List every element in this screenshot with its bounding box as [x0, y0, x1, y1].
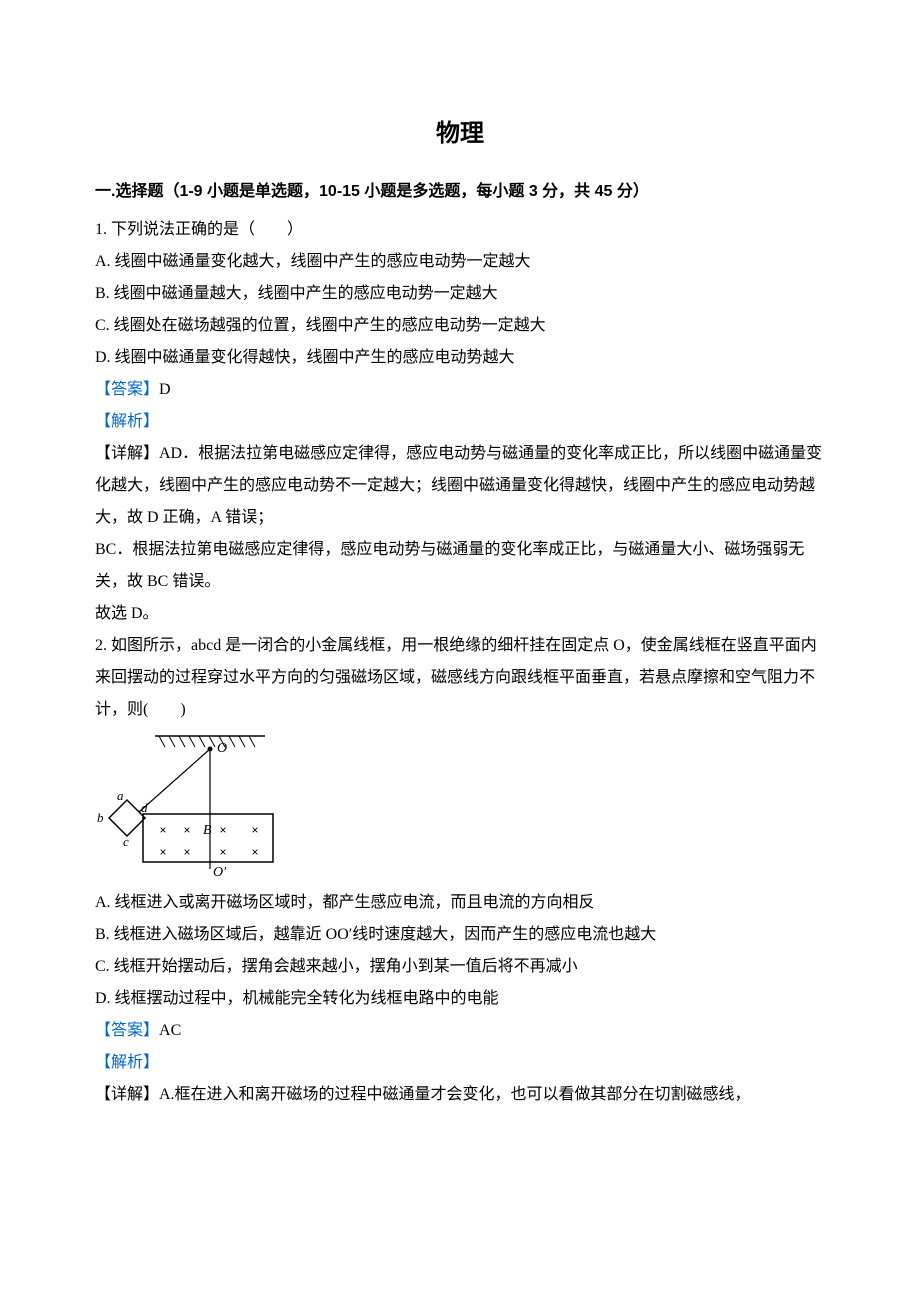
svg-text:B: B [203, 823, 212, 838]
svg-text:d: d [141, 800, 148, 815]
svg-text:b: b [97, 810, 104, 825]
answer-value: D [159, 381, 171, 398]
q2-stem: 2. 如图所示，abcd 是一闭合的小金属线框，用一根绝缘的细杆挂在固定点 O，… [95, 630, 825, 726]
q1-detail-2: BC．根据法拉第电磁感应定律得，感应电动势与磁通量的变化率成正比，与磁通量大小、… [95, 534, 825, 598]
svg-text:×: × [183, 823, 190, 837]
q2-option-c: C. 线框开始摆动后，摆角会越来越小，摆角小到某一值后将不再减小 [95, 951, 825, 983]
q2-detail-1: 【详解】A.框在进入和离开磁场的过程中磁通量才会变化，也可以看做其部分在切割磁感… [95, 1079, 825, 1111]
answer-label: 【答案】 [95, 1022, 159, 1039]
svg-text:×: × [159, 823, 166, 837]
svg-text:×: × [219, 845, 226, 859]
q2-figure: × × × × × × × × O a b c d B O′ [95, 734, 825, 879]
page-title: 物理 [95, 110, 825, 158]
q2-option-a: A. 线框进入或离开磁场区域时，都产生感应电流，而且电流的方向相反 [95, 887, 825, 919]
q1-detail-3: 故选 D。 [95, 598, 825, 630]
answer-value: AC [159, 1022, 181, 1039]
q1-option-c: C. 线圈处在磁场越强的位置，线圈中产生的感应电动势一定越大 [95, 310, 825, 342]
q1-answer: 【答案】D [95, 374, 825, 406]
q1-option-b: B. 线圈中磁通量越大，线圈中产生的感应电动势一定越大 [95, 278, 825, 310]
svg-text:a: a [117, 788, 124, 803]
q2-answer: 【答案】AC [95, 1015, 825, 1047]
q2-option-b: B. 线框进入磁场区域后，越靠近 OO′线时速度越大，因而产生的感应电流也越大 [95, 919, 825, 951]
svg-text:c: c [123, 834, 129, 849]
q1-analysis-label: 【解析】 [95, 406, 825, 438]
q1-option-d: D. 线圈中磁通量变化得越快，线圈中产生的感应电动势越大 [95, 342, 825, 374]
svg-text:×: × [251, 823, 258, 837]
svg-text:O′: O′ [213, 865, 227, 879]
svg-text:×: × [183, 845, 190, 859]
section-heading: 一.选择题（1-9 小题是单选题，10-15 小题是多选题，每小题 3 分，共 … [95, 176, 825, 208]
q2-analysis-label: 【解析】 [95, 1047, 825, 1079]
answer-label: 【答案】 [95, 381, 159, 398]
svg-text:×: × [219, 823, 226, 837]
q1-detail-1: 【详解】AD．根据法拉第电磁感应定律得，感应电动势与磁通量的变化率成正比，所以线… [95, 438, 825, 534]
svg-text:×: × [159, 845, 166, 859]
q1-stem: 1. 下列说法正确的是（ ） [95, 214, 825, 246]
q1-option-a: A. 线圈中磁通量变化越大，线圈中产生的感应电动势一定越大 [95, 246, 825, 278]
svg-text:O: O [217, 741, 227, 756]
svg-text:×: × [251, 845, 258, 859]
q2-option-d: D. 线框摆动过程中，机械能完全转化为线框电路中的电能 [95, 983, 825, 1015]
